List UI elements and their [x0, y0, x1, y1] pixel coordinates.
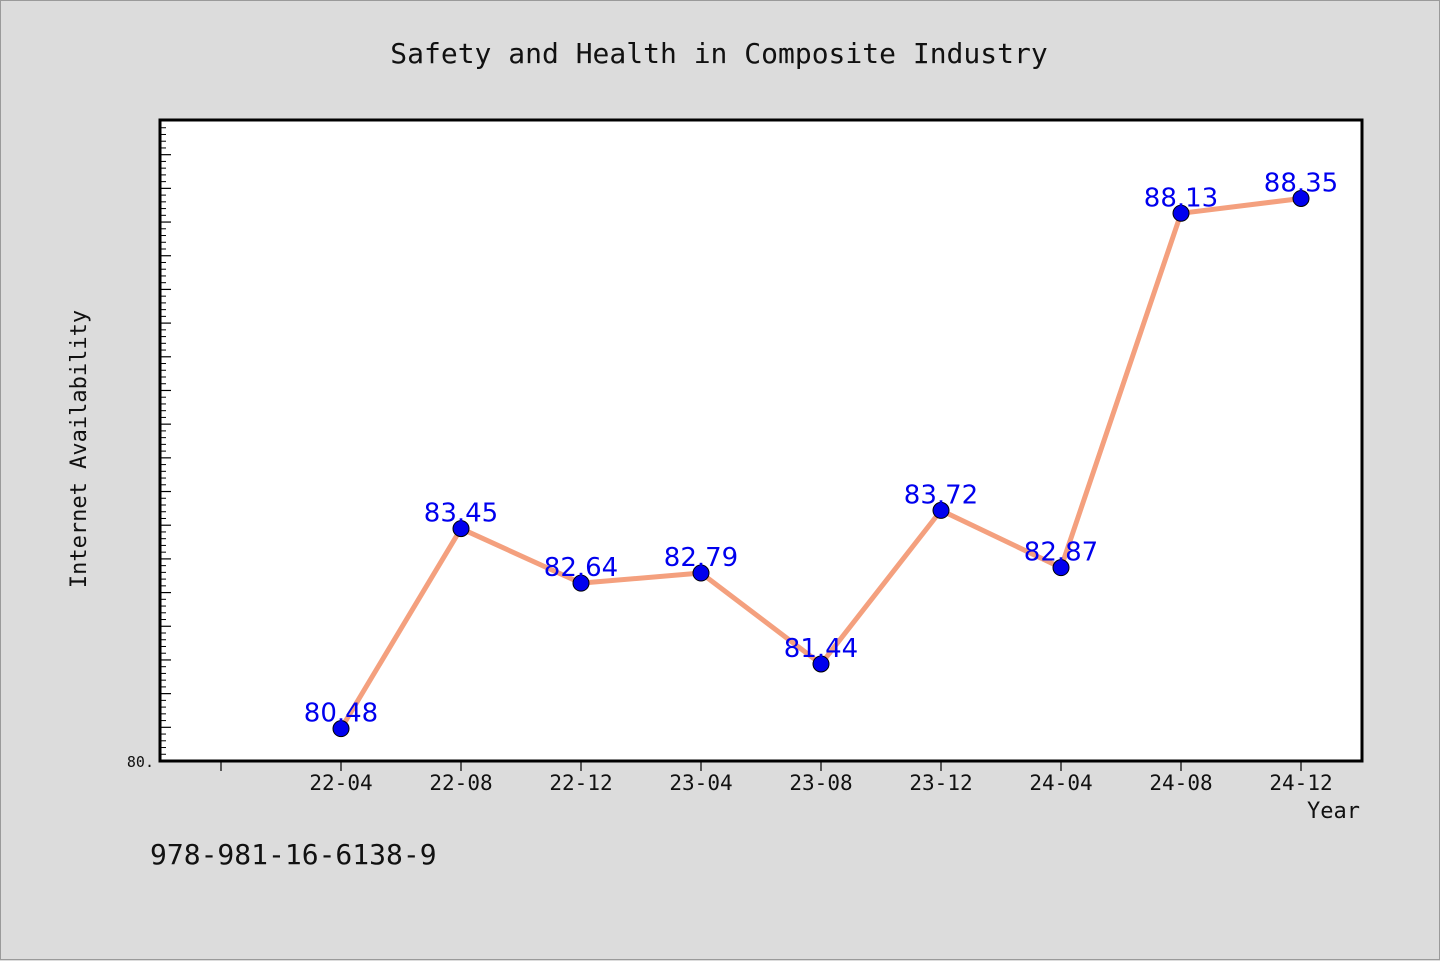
data-labels: 80.48 83.45 82.64 82.79 81.44 83.72 82.87 88.13… [304, 168, 1338, 728]
data-label: 88.13 [1144, 183, 1218, 213]
data-point [932, 501, 950, 519]
data-point [1172, 204, 1190, 222]
data-markers [332, 189, 1310, 738]
x-tick-label: 22-08 [429, 771, 492, 795]
chart-title: Safety and Health in Composite Industry [390, 37, 1047, 70]
y-axis-label: Internet Availability [67, 310, 92, 588]
data-label: 81.44 [784, 634, 858, 664]
data-point [692, 564, 710, 582]
x-tick-label: 22-12 [549, 771, 612, 795]
x-axis-label: Year [1307, 799, 1360, 824]
x-tick-label: 24-04 [1029, 771, 1092, 795]
data-label: 82.64 [544, 553, 618, 583]
data-point [452, 520, 470, 538]
y-tick-label: 80. [127, 753, 154, 771]
data-point [1292, 189, 1310, 207]
y-axis-ticks [161, 127, 171, 755]
data-point [1052, 559, 1070, 577]
x-tick-label: 24-08 [1149, 771, 1212, 795]
isbn-annotation: 978-981-16-6138-9 [150, 838, 437, 871]
x-tick-label: 24-12 [1269, 771, 1332, 795]
plot-area [158, 118, 1364, 763]
x-axis-ticks: 22-04 22-08 22-12 23-04 23-08 23-12 24-04 24-08… [220, 761, 1333, 795]
data-label: 82.87 [1024, 538, 1098, 568]
data-point [332, 720, 350, 738]
x-tick-label: 23-12 [909, 771, 972, 795]
data-label: 83.72 [904, 480, 978, 510]
x-tick-label: 23-04 [669, 771, 732, 795]
data-label: 83.45 [424, 499, 498, 529]
data-label: 88.35 [1264, 168, 1338, 198]
x-tick-label: 23-08 [789, 771, 852, 795]
data-label: 82.79 [664, 543, 738, 573]
x-tick-label: 22-04 [309, 771, 372, 795]
data-point [572, 574, 590, 592]
data-point [812, 655, 830, 673]
data-label: 80.48 [304, 699, 378, 729]
